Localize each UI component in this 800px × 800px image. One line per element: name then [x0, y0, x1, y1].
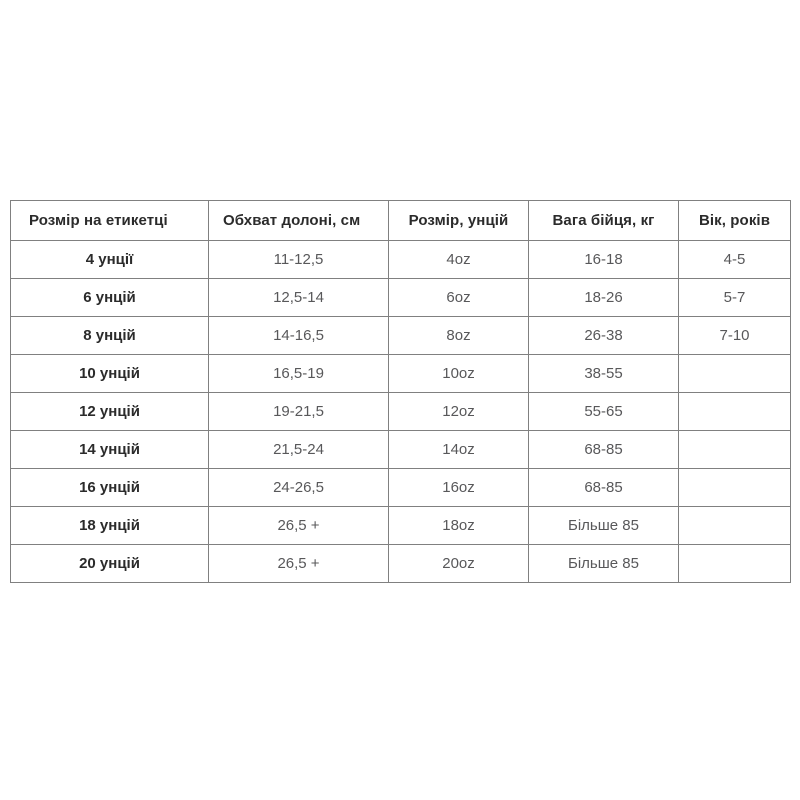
column-header-ounces: Розмір, унцій — [388, 200, 529, 241]
cell-weight: Більше 85 — [528, 506, 679, 545]
cell-oz: 4oz — [388, 240, 529, 279]
cell-label: 14 унцій — [10, 430, 209, 469]
cell-girth: 19-21,5 — [208, 392, 389, 431]
table-row: 14 унцій 21,5-24 14oz 68-85 — [10, 430, 791, 469]
cell-oz: 18oz — [388, 506, 529, 545]
column-header-label: Розмір на етикетці — [10, 200, 209, 241]
cell-oz: 12oz — [388, 392, 529, 431]
cell-label: 8 унцій — [10, 316, 209, 355]
cell-oz: 14oz — [388, 430, 529, 469]
cell-label: 20 унцій — [10, 544, 209, 583]
table-header: Розмір на етикетці Обхват долоні, см Роз… — [10, 200, 791, 241]
cell-label: 18 унцій — [10, 506, 209, 545]
table-row: 4 унції 11-12,5 4oz 16-18 4-5 — [10, 240, 791, 279]
size-table: Розмір на етикетці Обхват долоні, см Роз… — [10, 200, 791, 583]
table-body: 4 унції 11-12,5 4oz 16-18 4-5 6 унцій 12,5-14 6… — [10, 240, 791, 583]
cell-girth: 26,5 + — [208, 506, 389, 545]
table-header-row: Розмір на етикетці Обхват долоні, см Роз… — [10, 200, 791, 241]
cell-age: 5-7 — [678, 278, 791, 317]
cell-age: 7-10 — [678, 316, 791, 355]
cell-weight: 68-85 — [528, 430, 679, 469]
cell-age — [678, 544, 791, 583]
cell-girth: 11-12,5 — [208, 240, 389, 279]
cell-label: 16 унцій — [10, 468, 209, 507]
column-header-age: Вік, років — [678, 200, 791, 241]
cell-oz: 8oz — [388, 316, 529, 355]
cell-age — [678, 468, 791, 507]
cell-weight: 38-55 — [528, 354, 679, 393]
cell-weight: Більше 85 — [528, 544, 679, 583]
cell-weight: 55-65 — [528, 392, 679, 431]
cell-oz: 16oz — [388, 468, 529, 507]
table-row: 16 унцій 24-26,5 16oz 68-85 — [10, 468, 791, 507]
cell-girth: 14-16,5 — [208, 316, 389, 355]
cell-weight: 26-38 — [528, 316, 679, 355]
cell-weight: 68-85 — [528, 468, 679, 507]
cell-label: 10 унцій — [10, 354, 209, 393]
cell-weight: 16-18 — [528, 240, 679, 279]
cell-oz: 6oz — [388, 278, 529, 317]
cell-girth: 24-26,5 — [208, 468, 389, 507]
cell-oz: 10oz — [388, 354, 529, 393]
cell-age — [678, 430, 791, 469]
table-row: 18 унцій 26,5 +18oz Більше 85 — [10, 506, 791, 545]
table-row: 8 унцій 14-16,5 8oz 26-38 7-10 — [10, 316, 791, 355]
cell-label: 4 унції — [10, 240, 209, 279]
table-row: 6 унцій 12,5-14 6oz 18-26 5-7 — [10, 278, 791, 317]
cell-label: 6 унцій — [10, 278, 209, 317]
table-row: 10 унцій 16,5-19 10oz 38-55 — [10, 354, 791, 393]
cell-girth: 21,5-24 — [208, 430, 389, 469]
cell-age — [678, 392, 791, 431]
cell-girth: 26,5 + — [208, 544, 389, 583]
table-row: 20 унцій 26,5 +20oz Більше 85 — [10, 544, 791, 583]
column-header-girth: Обхват долоні, см — [208, 200, 389, 241]
cell-girth: 12,5-14 — [208, 278, 389, 317]
glove-size-chart: Розмір на етикетці Обхват долоні, см Роз… — [10, 200, 791, 583]
cell-age: 4-5 — [678, 240, 791, 279]
cell-age — [678, 354, 791, 393]
cell-age — [678, 506, 791, 545]
cell-label: 12 унцій — [10, 392, 209, 431]
table-row: 12 унцій 19-21,5 12oz 55-65 — [10, 392, 791, 431]
column-header-weight: Вага бійця, кг — [528, 200, 679, 241]
cell-girth: 16,5-19 — [208, 354, 389, 393]
cell-oz: 20oz — [388, 544, 529, 583]
cell-weight: 18-26 — [528, 278, 679, 317]
